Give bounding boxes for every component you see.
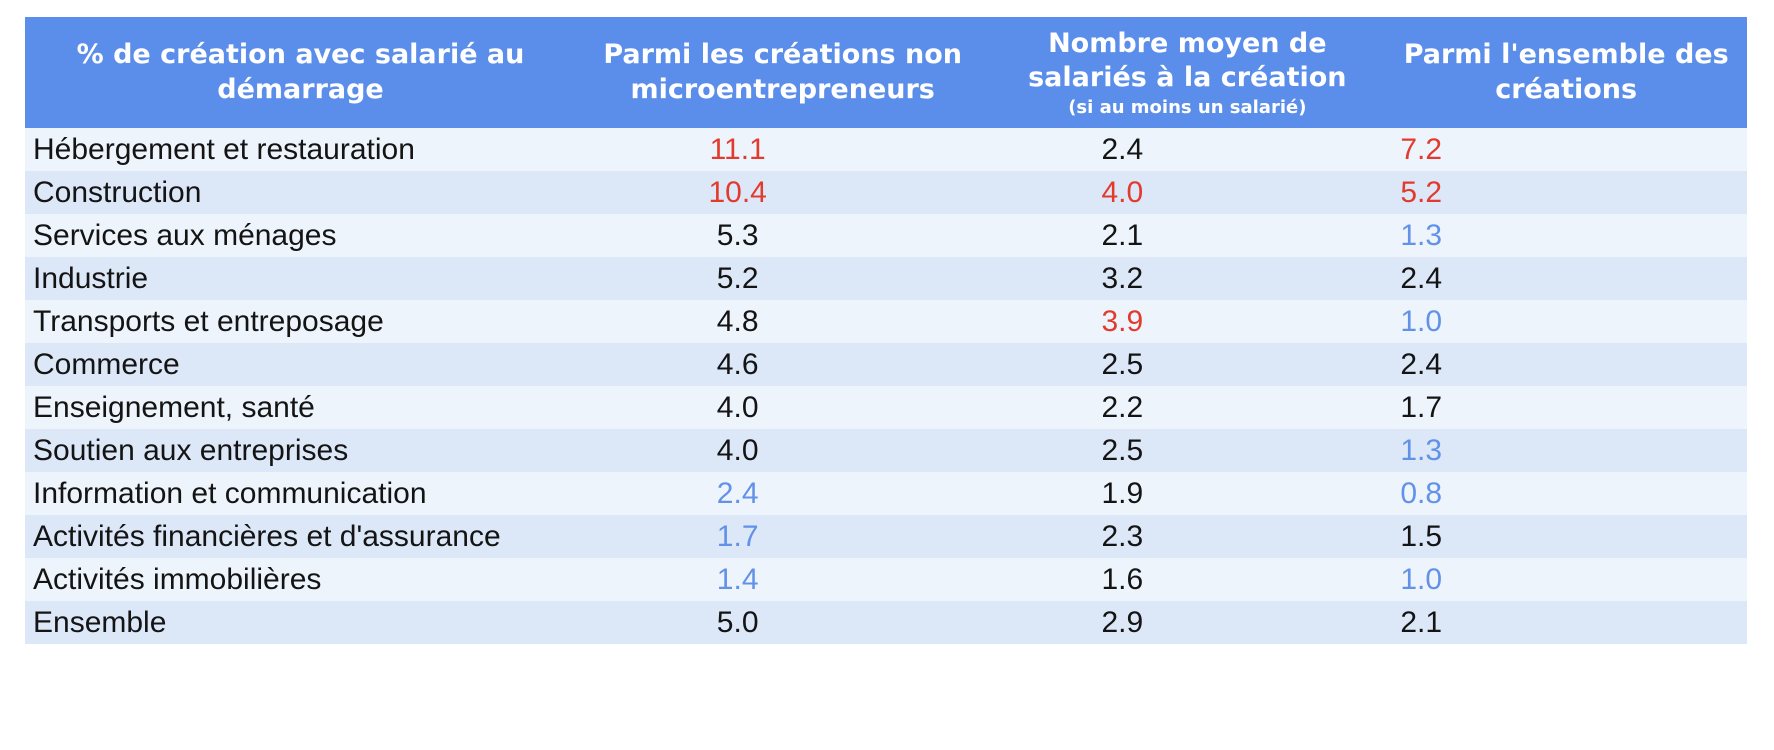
column-header-avg-employees-sublabel: (si au moins un salarié): [1068, 96, 1307, 118]
table-row: Transports et entreposage 4.8 3.9 1.0: [25, 300, 1747, 343]
value-cell: 5.3: [716, 218, 759, 252]
value-cell: 1.4: [716, 562, 759, 596]
column-header-all-creations: Parmi l'ensemble des créations: [1385, 17, 1747, 128]
value-cell: 2.1: [1400, 605, 1443, 639]
value-cell: 1.6: [1101, 562, 1144, 596]
row-label: Transports et entreposage: [33, 304, 384, 338]
value-cell: 2.4: [1400, 347, 1443, 381]
value-cell: 2.5: [1101, 347, 1144, 381]
value-cell: 4.0: [716, 433, 759, 467]
value-cell: 2.9: [1101, 605, 1144, 639]
table-header: % de création avec salarié au démarrage …: [25, 17, 1747, 128]
value-cell: 5.0: [716, 605, 759, 639]
value-cell: 5.2: [1400, 175, 1443, 209]
row-label: Industrie: [33, 261, 149, 295]
value-cell: 2.1: [1101, 218, 1144, 252]
value-cell: 2.4: [1101, 132, 1144, 166]
value-cell: 4.6: [716, 347, 759, 381]
value-cell: 0.8: [1400, 476, 1443, 510]
value-cell: 1.3: [1400, 433, 1443, 467]
value-cell: 11.1: [709, 132, 766, 166]
row-label: Soutien aux entreprises: [33, 433, 349, 467]
row-label: Enseignement, santé: [33, 390, 315, 424]
column-header-title: % de création avec salarié au démarrage: [25, 17, 577, 128]
value-cell: 2.4: [716, 476, 759, 510]
value-cell: 1.0: [1400, 304, 1443, 338]
row-label: Information et communication: [33, 476, 427, 510]
value-cell: 1.7: [716, 519, 759, 553]
value-cell: 4.8: [716, 304, 759, 338]
column-header-avg-employees: Nombre moyen de salariés à la création (…: [989, 17, 1386, 128]
row-label: Construction: [33, 175, 202, 209]
table-row: Services aux ménages 5.3 2.1 1.3: [25, 214, 1747, 257]
table-row: Commerce 4.6 2.5 2.4: [25, 343, 1747, 386]
value-cell: 4.0: [1101, 175, 1144, 209]
row-label: Commerce: [33, 347, 180, 381]
row-label: Hébergement et restauration: [33, 132, 415, 166]
value-cell: 4.0: [716, 390, 759, 424]
value-cell: 5.2: [716, 261, 759, 295]
table-row: Hébergement et restauration 11.1 2.4 7.2: [25, 128, 1747, 171]
value-cell: 1.7: [1400, 390, 1443, 424]
value-cell: 10.4: [708, 175, 767, 209]
value-cell: 3.2: [1101, 261, 1144, 295]
row-label: Ensemble: [33, 605, 167, 639]
value-cell: 2.3: [1101, 519, 1144, 553]
value-cell: 2.4: [1400, 261, 1443, 295]
column-header-avg-employees-label: Nombre moyen de salariés à la création: [1028, 27, 1347, 94]
row-label: Services aux ménages: [33, 218, 337, 252]
value-cell: 1.0: [1400, 562, 1443, 596]
table-row: Ensemble 5.0 2.9 2.1: [25, 601, 1747, 644]
value-cell: 7.2: [1400, 132, 1443, 166]
value-cell: 2.5: [1101, 433, 1144, 467]
value-cell: 1.3: [1400, 218, 1443, 252]
table-row: Industrie 5.2 3.2 2.4: [25, 257, 1747, 300]
table-row: Activités financières et d'assurance 1.7…: [25, 515, 1747, 558]
value-cell: 2.2: [1101, 390, 1144, 424]
table-body: Hébergement et restauration 11.1 2.4 7.2…: [25, 128, 1747, 644]
header-row: % de création avec salarié au démarrage …: [25, 17, 1747, 128]
row-label: Activités financières et d'assurance: [33, 519, 501, 553]
table-row: Activités immobilières 1.4 1.6 1.0: [25, 558, 1747, 601]
value-cell: 1.5: [1400, 519, 1443, 553]
statistics-table: % de création avec salarié au démarrage …: [25, 17, 1747, 644]
value-cell: 1.9: [1101, 476, 1144, 510]
table-row: Construction 10.4 4.0 5.2: [25, 171, 1747, 214]
table-row: Soutien aux entreprises 4.0 2.5 1.3: [25, 429, 1747, 472]
column-header-non-micro: Parmi les créations non microentrepreneu…: [576, 17, 990, 128]
statistics-table-container: % de création avec salarié au démarrage …: [25, 17, 1747, 644]
value-cell: 3.9: [1101, 304, 1144, 338]
row-label: Activités immobilières: [33, 562, 322, 596]
table-row: Enseignement, santé 4.0 2.2 1.7: [25, 386, 1747, 429]
table-row: Information et communication 2.4 1.9 0.8: [25, 472, 1747, 515]
